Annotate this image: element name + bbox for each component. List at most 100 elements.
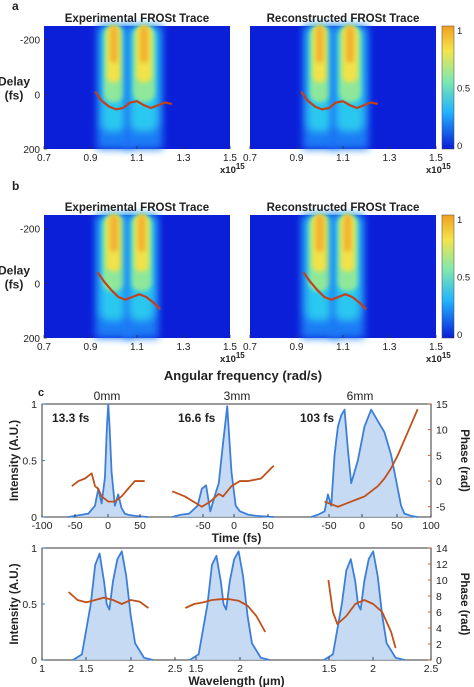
left-tick-label: 0 [31, 655, 37, 667]
x-axis-label: Wavelength (μm) [188, 674, 284, 687]
colorbar-tick-label: 0 [457, 330, 462, 341]
y-tick-label: 0 [34, 279, 40, 290]
colorbar-gradient [441, 214, 455, 339]
x-tick-label: -50 [195, 520, 210, 532]
x-tick-label: 1.1 [336, 153, 350, 164]
group-duration: 13.3 fs [52, 411, 90, 425]
x-multiplier-base: x10 [426, 165, 442, 176]
group-label: 0mm [94, 389, 121, 403]
x-tick-label: 50 [262, 520, 274, 532]
x-tick-label: 0.7 [243, 342, 257, 353]
right-tick-label: -5 [436, 502, 445, 514]
intensity-line [171, 405, 274, 518]
heatmap-lobe-1 [97, 26, 131, 149]
subplot-title: Reconstructed FROSt Trace [267, 13, 420, 25]
x-tick-label: 2 [370, 663, 376, 675]
right-tick-label: 10 [436, 425, 448, 437]
x-multiplier-exp: 15 [236, 351, 245, 360]
x-tick-label: -50 [321, 520, 336, 532]
lobe-core [110, 26, 118, 63]
shared-xlabel: Angular frequency (rad/s) [164, 368, 322, 383]
time-domain-plot: 0mm 13.3 fs 3mm 16.6 fs 6mm 103 fs 1 0.5 0 Intens… [9, 389, 470, 545]
x-tick-label: 2 [237, 663, 243, 675]
trace-group-1: 0mm 13.3 fs [52, 389, 149, 518]
lobe-core [343, 215, 352, 252]
phase-line [324, 408, 419, 508]
x-tick-label: 2.5 [168, 663, 183, 675]
trace-group-2: 3mm 16.6 fs [171, 389, 275, 518]
y-tick-label: -200 [20, 225, 40, 236]
subplot-title: Reconstructed FROSt Trace [267, 202, 420, 214]
x-tick-label: 0.7 [243, 153, 257, 164]
x-tick-label: 1.5 [189, 663, 204, 675]
left-axis-label: Intensity (A.U.) [9, 563, 21, 644]
y-tick-label: 200 [23, 334, 40, 345]
heatmap-lobe-2 [331, 26, 369, 149]
ylabel-line2: (fs) [5, 278, 24, 292]
trace-group-3: 6mm 103 fs [300, 389, 419, 518]
phase-line [184, 598, 267, 633]
left-tick-label: 0.5 [22, 599, 37, 611]
retrieved-curve [300, 90, 379, 111]
heatmap-lobe-2 [330, 215, 365, 338]
x-tick-label: -50 [67, 520, 82, 532]
right-tick-label: 0 [436, 476, 442, 488]
ylabel-line1: Delay [0, 264, 30, 278]
colorbar: 10.50 [441, 214, 470, 341]
y-tick-label: 200 [23, 145, 40, 156]
x-tick-label: 0.9 [290, 153, 304, 164]
x-multiplier: x1015 [426, 351, 451, 365]
lobe-core [316, 26, 324, 63]
subplot-title: Experimental FROSt Trace [65, 13, 209, 25]
ylabel-line1: Delay [0, 75, 30, 89]
x-tick-label: 50 [134, 520, 146, 532]
x-tick-label: 1.3 [383, 153, 397, 164]
trace-group-1 [67, 550, 154, 661]
heatmap-subplot-1: Experimental FROSt Trace 0.7 0.9 1.1 1.3 1.5x… [20, 13, 245, 176]
x-tick-label: 0.7 [37, 342, 51, 353]
phase-line [71, 472, 145, 503]
heatmap-row-b: Delay(fs) Experimental FROSt Trace 0.7 0.9 1… [0, 202, 470, 365]
retrieved-curve [94, 90, 173, 111]
x-tick-label: 2.5 [424, 663, 439, 675]
x-multiplier-exp: 15 [442, 351, 451, 360]
colorbar-tick-label: 0 [457, 141, 462, 152]
heatmap-lobe-2 [125, 26, 163, 149]
x-multiplier: x1015 [220, 162, 245, 176]
trace-group-3 [323, 550, 405, 661]
panel-label-b: b [12, 179, 19, 193]
heatmap-subplot-2: Reconstructed FROSt Trace 0.7 0.9 1.1 1.3 1.5… [243, 202, 451, 365]
x-tick-label: 1.5 [223, 153, 237, 164]
y-tick-label: 0 [34, 90, 40, 101]
ylabel-line2: (fs) [5, 89, 24, 103]
x-tick-label: 0.9 [84, 342, 98, 353]
x-tick-label: 1.5 [429, 153, 443, 164]
x-tick-label: 0.9 [84, 153, 98, 164]
phase-line [327, 579, 397, 649]
group-duration: 103 fs [300, 411, 334, 425]
colorbar-tick-label: 0.5 [457, 84, 470, 95]
phase-line [67, 591, 149, 609]
x-tick-label: -100 [31, 520, 52, 532]
x-tick-label: 0 [359, 520, 365, 532]
left-tick-label: 0.5 [22, 456, 37, 468]
x-tick-label: 1.3 [383, 342, 397, 353]
retrieved-curve [302, 271, 368, 311]
x-axis-label: Time (fs) [212, 531, 262, 545]
right-tick-label: 4 [436, 623, 442, 635]
phase-line [171, 465, 275, 508]
lobe-core [345, 26, 355, 63]
x-tick-label: 1.1 [336, 342, 350, 353]
intensity-line [189, 550, 270, 661]
intensity-line [323, 550, 405, 661]
left-tick-label: 1 [31, 543, 37, 555]
x-multiplier-exp: 15 [442, 162, 451, 171]
x-tick-label: 1.5 [79, 663, 94, 675]
y-tick-label: -200 [20, 36, 40, 47]
colorbar-tick-label: 1 [457, 215, 462, 226]
x-tick-label: 1.5 [223, 342, 237, 353]
subplot-title: Experimental FROSt Trace [65, 202, 209, 214]
x-tick-label: 0.7 [37, 153, 51, 164]
